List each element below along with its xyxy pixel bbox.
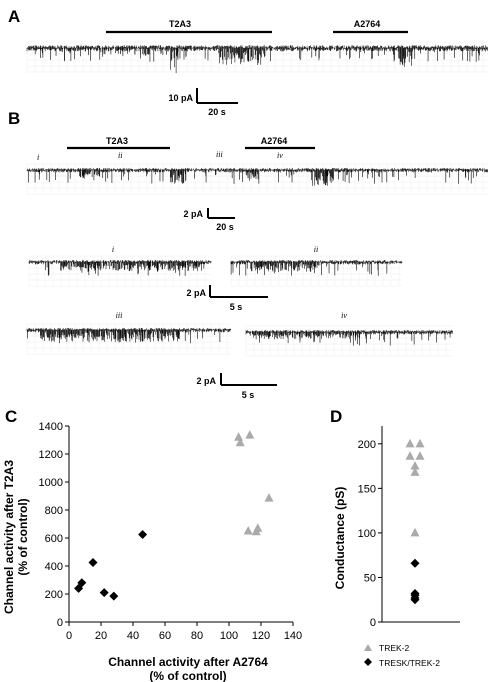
- data-point-d: [415, 451, 425, 460]
- legend-label-trek2: TREK-2: [379, 643, 410, 653]
- x-tick-label-c: 100: [220, 630, 238, 642]
- y-tick-label-d: 100: [358, 528, 376, 540]
- panel-label-b: B: [8, 109, 20, 128]
- data-point-d: [410, 461, 420, 470]
- y-axis-title-c-line1: Channel activity after T2A3: [2, 460, 16, 614]
- trace-segment-i: [28, 255, 212, 287]
- scale-time-label-row2: 5 s: [242, 390, 255, 400]
- data-point-c: [109, 591, 119, 601]
- t2a3-label-a: T2A3: [169, 19, 191, 29]
- segment-i-label: i: [112, 245, 114, 254]
- data-point-d: [410, 467, 420, 476]
- trace-segment-iv: [245, 325, 453, 357]
- trace-segment-iii: [26, 323, 231, 355]
- current-trace-a: [26, 41, 488, 74]
- data-point-d: [410, 595, 420, 605]
- scale-time-label-row1: 5 s: [230, 302, 243, 312]
- x-tick-label-c: 60: [159, 630, 171, 642]
- data-point-c: [235, 437, 245, 447]
- segment-i-marker: i: [37, 153, 39, 162]
- data-point-d: [410, 558, 420, 568]
- x-axis-title-c-line1: Channel activity after A2764: [108, 655, 268, 669]
- t2a3-label-b: T2A3: [106, 136, 128, 146]
- data-point-d: [415, 438, 425, 448]
- scale-time-label-b: 20 s: [216, 222, 234, 232]
- trace-segment-ii: [230, 255, 403, 287]
- data-point-c: [138, 530, 148, 539]
- x-axis-title-c-line2: (% of control): [149, 669, 226, 682]
- x-tick-label-c: 80: [191, 630, 203, 642]
- y-tick-label-c: 1200: [39, 449, 63, 461]
- current-trace-b: [26, 163, 488, 195]
- data-point-c: [234, 432, 244, 441]
- legend-label-tresk: TRESK/TREK-2: [379, 658, 440, 668]
- segment-iii-marker: iii: [216, 150, 223, 159]
- y-tick-label-c: 400: [45, 561, 63, 573]
- scatter-chart-d: 0 50 100 150 200: [358, 426, 460, 629]
- data-point-d: [410, 527, 420, 537]
- data-point-c: [245, 430, 255, 439]
- panel-label-d: D: [330, 407, 342, 426]
- y-axis-title-d: Conductance (pS): [333, 487, 347, 590]
- legend-marker-tresk: [364, 658, 372, 666]
- panel-label-c: C: [5, 407, 17, 426]
- y-tick-label-c: 800: [45, 505, 63, 517]
- y-tick-label-d: 150: [358, 483, 376, 495]
- data-point-d: [405, 451, 415, 460]
- y-tick-label-c: 0: [57, 617, 63, 629]
- y-tick-label-d: 50: [364, 572, 376, 584]
- data-point-c: [253, 523, 263, 532]
- data-point-c: [88, 558, 98, 567]
- y-tick-label-c: 600: [45, 533, 63, 545]
- x-tick-label-c: 140: [284, 630, 302, 642]
- data-point-c: [264, 493, 274, 502]
- a2764-label-b: A2764: [261, 136, 288, 146]
- y-tick-label-c: 200: [45, 589, 63, 601]
- segment-ii-marker: ii: [118, 151, 122, 160]
- data-point-c: [99, 588, 109, 598]
- data-point-c: [77, 578, 87, 588]
- scale-current-label-a: 10 pA: [168, 93, 193, 103]
- x-tick-label-c: 0: [66, 630, 72, 642]
- scale-current-label-row1: 2 pA: [186, 288, 206, 298]
- panel-label-a: A: [8, 7, 20, 26]
- y-tick-label-c: 1000: [39, 477, 63, 489]
- scatter-chart-c: 0 200 400 600 800 1000 1200 1400 0 20 40 60 80 100 120…: [39, 421, 303, 642]
- y-tick-label-c: 1400: [39, 421, 63, 433]
- data-point-c: [243, 526, 253, 535]
- a2764-label-a: A2764: [354, 19, 381, 29]
- y-tick-label-d: 200: [358, 439, 376, 451]
- segment-iv-label: iv: [341, 311, 347, 320]
- segment-ii-label: ii: [314, 245, 318, 254]
- x-tick-label-c: 20: [95, 630, 107, 642]
- legend-marker-trek2: [364, 644, 372, 651]
- y-axis-title-c-line2: (% of control): [16, 498, 30, 575]
- scale-current-label-b: 2 pA: [183, 209, 203, 219]
- segment-iii-label: iii: [116, 311, 123, 320]
- x-tick-label-c: 120: [252, 630, 270, 642]
- scale-current-label-row2: 2 pA: [196, 376, 216, 386]
- segment-iv-marker: iv: [277, 151, 283, 160]
- scale-time-label-a: 20 s: [208, 107, 226, 117]
- x-tick-label-c: 40: [127, 630, 139, 642]
- data-point-d: [405, 438, 415, 448]
- y-tick-label-d: 0: [370, 617, 376, 629]
